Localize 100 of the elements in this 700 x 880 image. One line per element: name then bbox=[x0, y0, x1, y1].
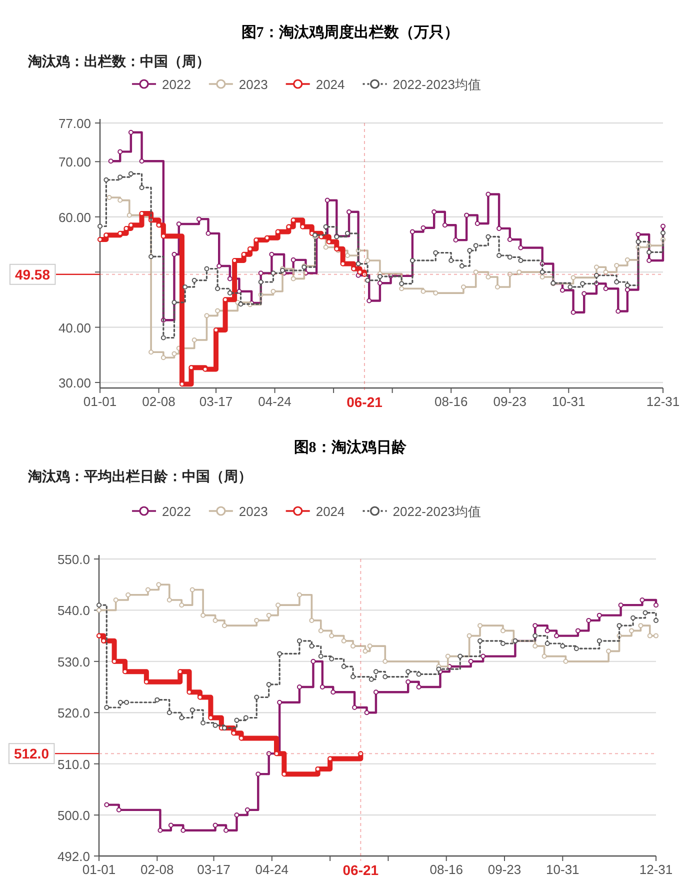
point bbox=[118, 149, 123, 154]
point bbox=[368, 676, 374, 682]
point bbox=[124, 700, 130, 705]
point bbox=[160, 355, 166, 360]
point bbox=[118, 700, 123, 705]
x-tick-label: 03-17 bbox=[197, 862, 230, 877]
point bbox=[480, 654, 486, 659]
point bbox=[367, 644, 372, 649]
legend-label: 2022 bbox=[162, 77, 191, 92]
x-tick-label: 10-31 bbox=[552, 394, 586, 409]
point bbox=[532, 633, 538, 638]
point bbox=[266, 751, 272, 756]
point bbox=[624, 282, 630, 288]
point bbox=[180, 828, 186, 833]
legend-label: 2022 bbox=[162, 504, 191, 519]
point bbox=[346, 209, 352, 214]
point bbox=[646, 258, 652, 263]
point bbox=[624, 257, 630, 262]
point bbox=[227, 290, 232, 296]
point bbox=[603, 270, 608, 275]
point bbox=[474, 220, 480, 226]
point bbox=[540, 270, 545, 275]
point bbox=[406, 679, 411, 684]
point bbox=[258, 270, 264, 276]
chart-title: 图8：淘汰鸡日龄 bbox=[294, 439, 408, 456]
point bbox=[630, 615, 636, 620]
point bbox=[269, 252, 274, 257]
x-tick-label: 01-01 bbox=[82, 862, 116, 877]
point bbox=[616, 623, 622, 628]
point bbox=[594, 272, 599, 278]
point bbox=[399, 286, 404, 292]
chart-subtitle: 淘汰鸡：平均出栏日龄：中国（周） bbox=[27, 469, 252, 485]
point bbox=[445, 654, 450, 659]
point bbox=[624, 287, 630, 292]
point bbox=[324, 198, 330, 203]
point bbox=[496, 253, 502, 258]
point bbox=[373, 669, 378, 674]
point bbox=[113, 597, 118, 602]
point bbox=[227, 276, 232, 282]
y-tick-label: 60.00 bbox=[58, 210, 91, 225]
y-tick-label: 40.00 bbox=[58, 320, 91, 336]
point bbox=[638, 623, 644, 628]
point bbox=[647, 633, 652, 638]
point bbox=[172, 252, 177, 257]
point bbox=[433, 250, 438, 256]
point bbox=[636, 232, 641, 238]
point bbox=[603, 286, 608, 292]
point bbox=[350, 644, 356, 649]
x-tick-label: 10-31 bbox=[546, 862, 580, 877]
point bbox=[258, 280, 264, 284]
y-tick-label: 510.0 bbox=[57, 756, 90, 772]
point bbox=[128, 171, 134, 176]
point bbox=[329, 633, 334, 638]
point bbox=[420, 288, 426, 294]
y-tick-label: 30.00 bbox=[58, 375, 91, 390]
point bbox=[323, 244, 328, 250]
point bbox=[158, 828, 163, 833]
point bbox=[486, 234, 491, 240]
point bbox=[309, 618, 314, 623]
point bbox=[310, 658, 316, 664]
point bbox=[432, 209, 437, 214]
point bbox=[216, 263, 222, 268]
point bbox=[382, 658, 388, 664]
point bbox=[377, 274, 382, 279]
point bbox=[596, 638, 602, 644]
point bbox=[309, 644, 314, 649]
point bbox=[420, 225, 426, 230]
point bbox=[160, 335, 166, 340]
x-tick-label: 02-08 bbox=[142, 394, 176, 409]
point bbox=[200, 612, 206, 618]
chart-title: 图7：淘汰鸡周度出栏数（万只） bbox=[241, 23, 459, 41]
point bbox=[654, 602, 658, 608]
point bbox=[416, 672, 422, 677]
point bbox=[182, 284, 188, 290]
point bbox=[168, 822, 174, 828]
x-tick-label: 08-16 bbox=[430, 862, 463, 877]
point bbox=[365, 278, 370, 283]
point bbox=[518, 258, 524, 263]
point bbox=[560, 644, 566, 649]
point bbox=[654, 618, 658, 623]
point bbox=[96, 608, 102, 613]
point bbox=[145, 587, 150, 592]
point bbox=[108, 158, 114, 164]
point bbox=[614, 262, 620, 268]
point bbox=[560, 288, 565, 293]
point bbox=[575, 628, 580, 634]
point bbox=[464, 212, 470, 218]
legend-label: 2022-2023均值 bbox=[392, 504, 481, 519]
ref-line-label: 49.58 bbox=[14, 266, 50, 282]
point bbox=[500, 628, 506, 634]
y-tick-label: 70.00 bbox=[58, 154, 91, 170]
point bbox=[154, 697, 160, 702]
point bbox=[580, 281, 586, 286]
point bbox=[296, 592, 302, 598]
point bbox=[254, 694, 260, 700]
chart-subtitle: 淘汰鸡：出栏数：中国（周） bbox=[27, 54, 210, 70]
point bbox=[206, 230, 211, 236]
point bbox=[507, 236, 512, 242]
point bbox=[574, 646, 579, 652]
point bbox=[266, 682, 272, 687]
